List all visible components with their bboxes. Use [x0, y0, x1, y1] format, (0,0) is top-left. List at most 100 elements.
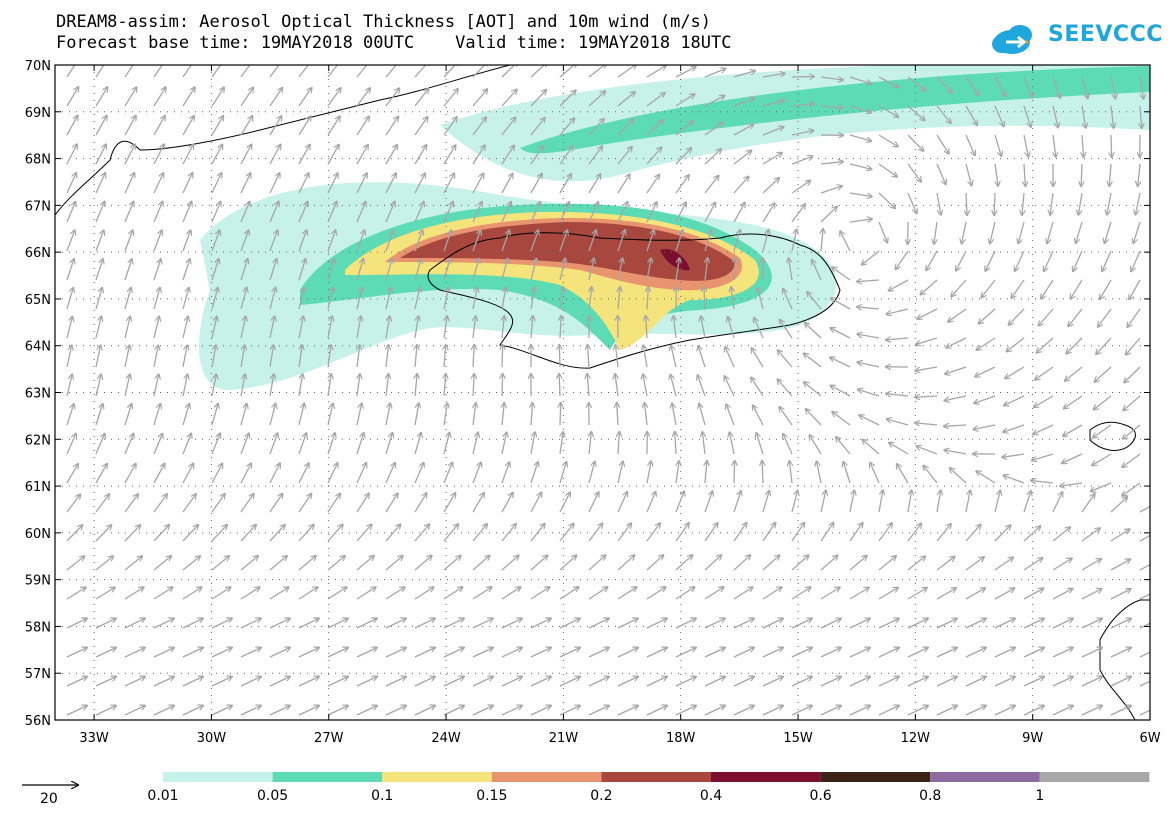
wind-arrow — [385, 202, 395, 223]
wind-arrow — [66, 173, 76, 194]
wind-arrow — [588, 587, 608, 600]
wind-arrow — [414, 463, 424, 484]
wind-arrow — [502, 345, 503, 368]
wind-arrow — [791, 230, 797, 252]
wind-arrow — [356, 230, 365, 252]
wind-arrow — [414, 89, 429, 107]
wind-arrow — [269, 230, 278, 252]
wind-arrow — [298, 145, 310, 165]
wind-arrow — [762, 203, 775, 223]
wind-arrow — [414, 403, 419, 426]
wind-arrow — [1023, 648, 1044, 658]
wind-arrow — [779, 407, 793, 426]
wind-arrow — [858, 362, 880, 368]
wind-arrow — [849, 134, 871, 141]
lat-label: 63N — [25, 387, 51, 402]
wind-arrow — [327, 494, 340, 513]
wind-arrow — [789, 461, 792, 484]
wind-arrow — [1039, 308, 1054, 326]
wind-arrow — [1100, 279, 1112, 299]
wind-arrow — [672, 403, 677, 426]
wind-arrow — [298, 525, 314, 542]
wind-arrow — [298, 88, 312, 107]
wind-arrow — [385, 433, 392, 455]
wind-arrow — [356, 677, 377, 687]
wind-arrow — [443, 706, 464, 716]
wind-arrow — [443, 493, 455, 513]
wind-arrow — [559, 91, 576, 107]
wind-arrow — [211, 345, 216, 368]
wind-arrow — [762, 461, 763, 484]
wind-arrow — [762, 127, 784, 136]
cloud-logo-icon — [992, 25, 1032, 54]
lat-label: 58N — [25, 620, 51, 635]
wind-arrow — [1081, 706, 1102, 716]
wind-arrow — [211, 173, 221, 194]
wind-arrow — [812, 260, 822, 281]
wind-arrow — [124, 375, 130, 397]
wind-arrow — [66, 65, 76, 78]
colorbar-swatch — [272, 772, 383, 782]
wind-arrow — [916, 446, 938, 455]
wind-arrow — [618, 432, 619, 455]
wind-arrow — [820, 587, 840, 600]
wind-arrow — [240, 288, 247, 310]
wind-arrow — [857, 307, 880, 309]
wind-arrow — [95, 173, 105, 194]
wind-arrow — [704, 587, 724, 600]
wind-arrow — [820, 162, 843, 164]
wind-arrow — [269, 433, 278, 455]
wind-arrow — [211, 706, 232, 716]
wind-arrow — [560, 316, 561, 339]
wind-arrow — [907, 588, 927, 600]
wind-arrow — [211, 116, 223, 136]
wind-arrow — [124, 525, 140, 542]
colorbar — [163, 772, 1150, 782]
wind-arrow — [704, 149, 721, 165]
colorbar-level-label: 0.4 — [700, 788, 722, 804]
wind-arrow — [762, 491, 769, 513]
wind-arrow — [385, 493, 398, 513]
wind-arrow — [269, 374, 274, 397]
colorbar-level-label: 0.15 — [476, 788, 507, 804]
wind-arrow — [385, 403, 390, 426]
wind-arrow — [559, 706, 580, 716]
wind-arrow — [501, 146, 514, 165]
wind-arrow — [298, 259, 306, 281]
wind-arrow — [733, 648, 754, 658]
wind-arrow — [472, 174, 483, 194]
wind-arrow — [530, 202, 540, 223]
wind-arrow — [820, 648, 841, 658]
wind-arrow — [1111, 105, 1114, 128]
wind-arrow — [936, 677, 957, 687]
wind-arrow — [327, 288, 333, 310]
wind-arrow — [878, 648, 899, 658]
wind-arrow — [617, 403, 618, 426]
wind-arrow — [356, 618, 377, 629]
wind-arrow — [472, 618, 493, 629]
wind-arrow — [327, 116, 340, 136]
wind-arrow — [994, 525, 1010, 542]
wind-arrow — [646, 258, 651, 281]
wind-arrow — [124, 173, 134, 194]
wind-arrow — [965, 163, 972, 185]
wind-arrow — [965, 588, 985, 600]
wind-arrow — [1052, 105, 1058, 127]
wind-arrow — [1052, 677, 1073, 687]
wind-arrow — [849, 76, 871, 84]
wind-arrow — [907, 648, 928, 658]
wind-arrow — [559, 259, 565, 281]
wind-arrow — [762, 178, 779, 194]
wind-arrow — [443, 230, 451, 252]
wind-arrow — [878, 706, 899, 716]
wind-arrow — [240, 677, 261, 687]
wind-arrow — [878, 588, 898, 600]
wind-arrow — [917, 308, 938, 319]
wind-arrow — [915, 396, 938, 397]
wind-arrow — [66, 317, 72, 339]
wind-arrow — [1082, 134, 1084, 157]
wind-arrow — [617, 523, 631, 542]
wind-arrow — [501, 259, 508, 281]
wind-arrow — [705, 258, 708, 281]
wind-arrow — [559, 524, 574, 542]
